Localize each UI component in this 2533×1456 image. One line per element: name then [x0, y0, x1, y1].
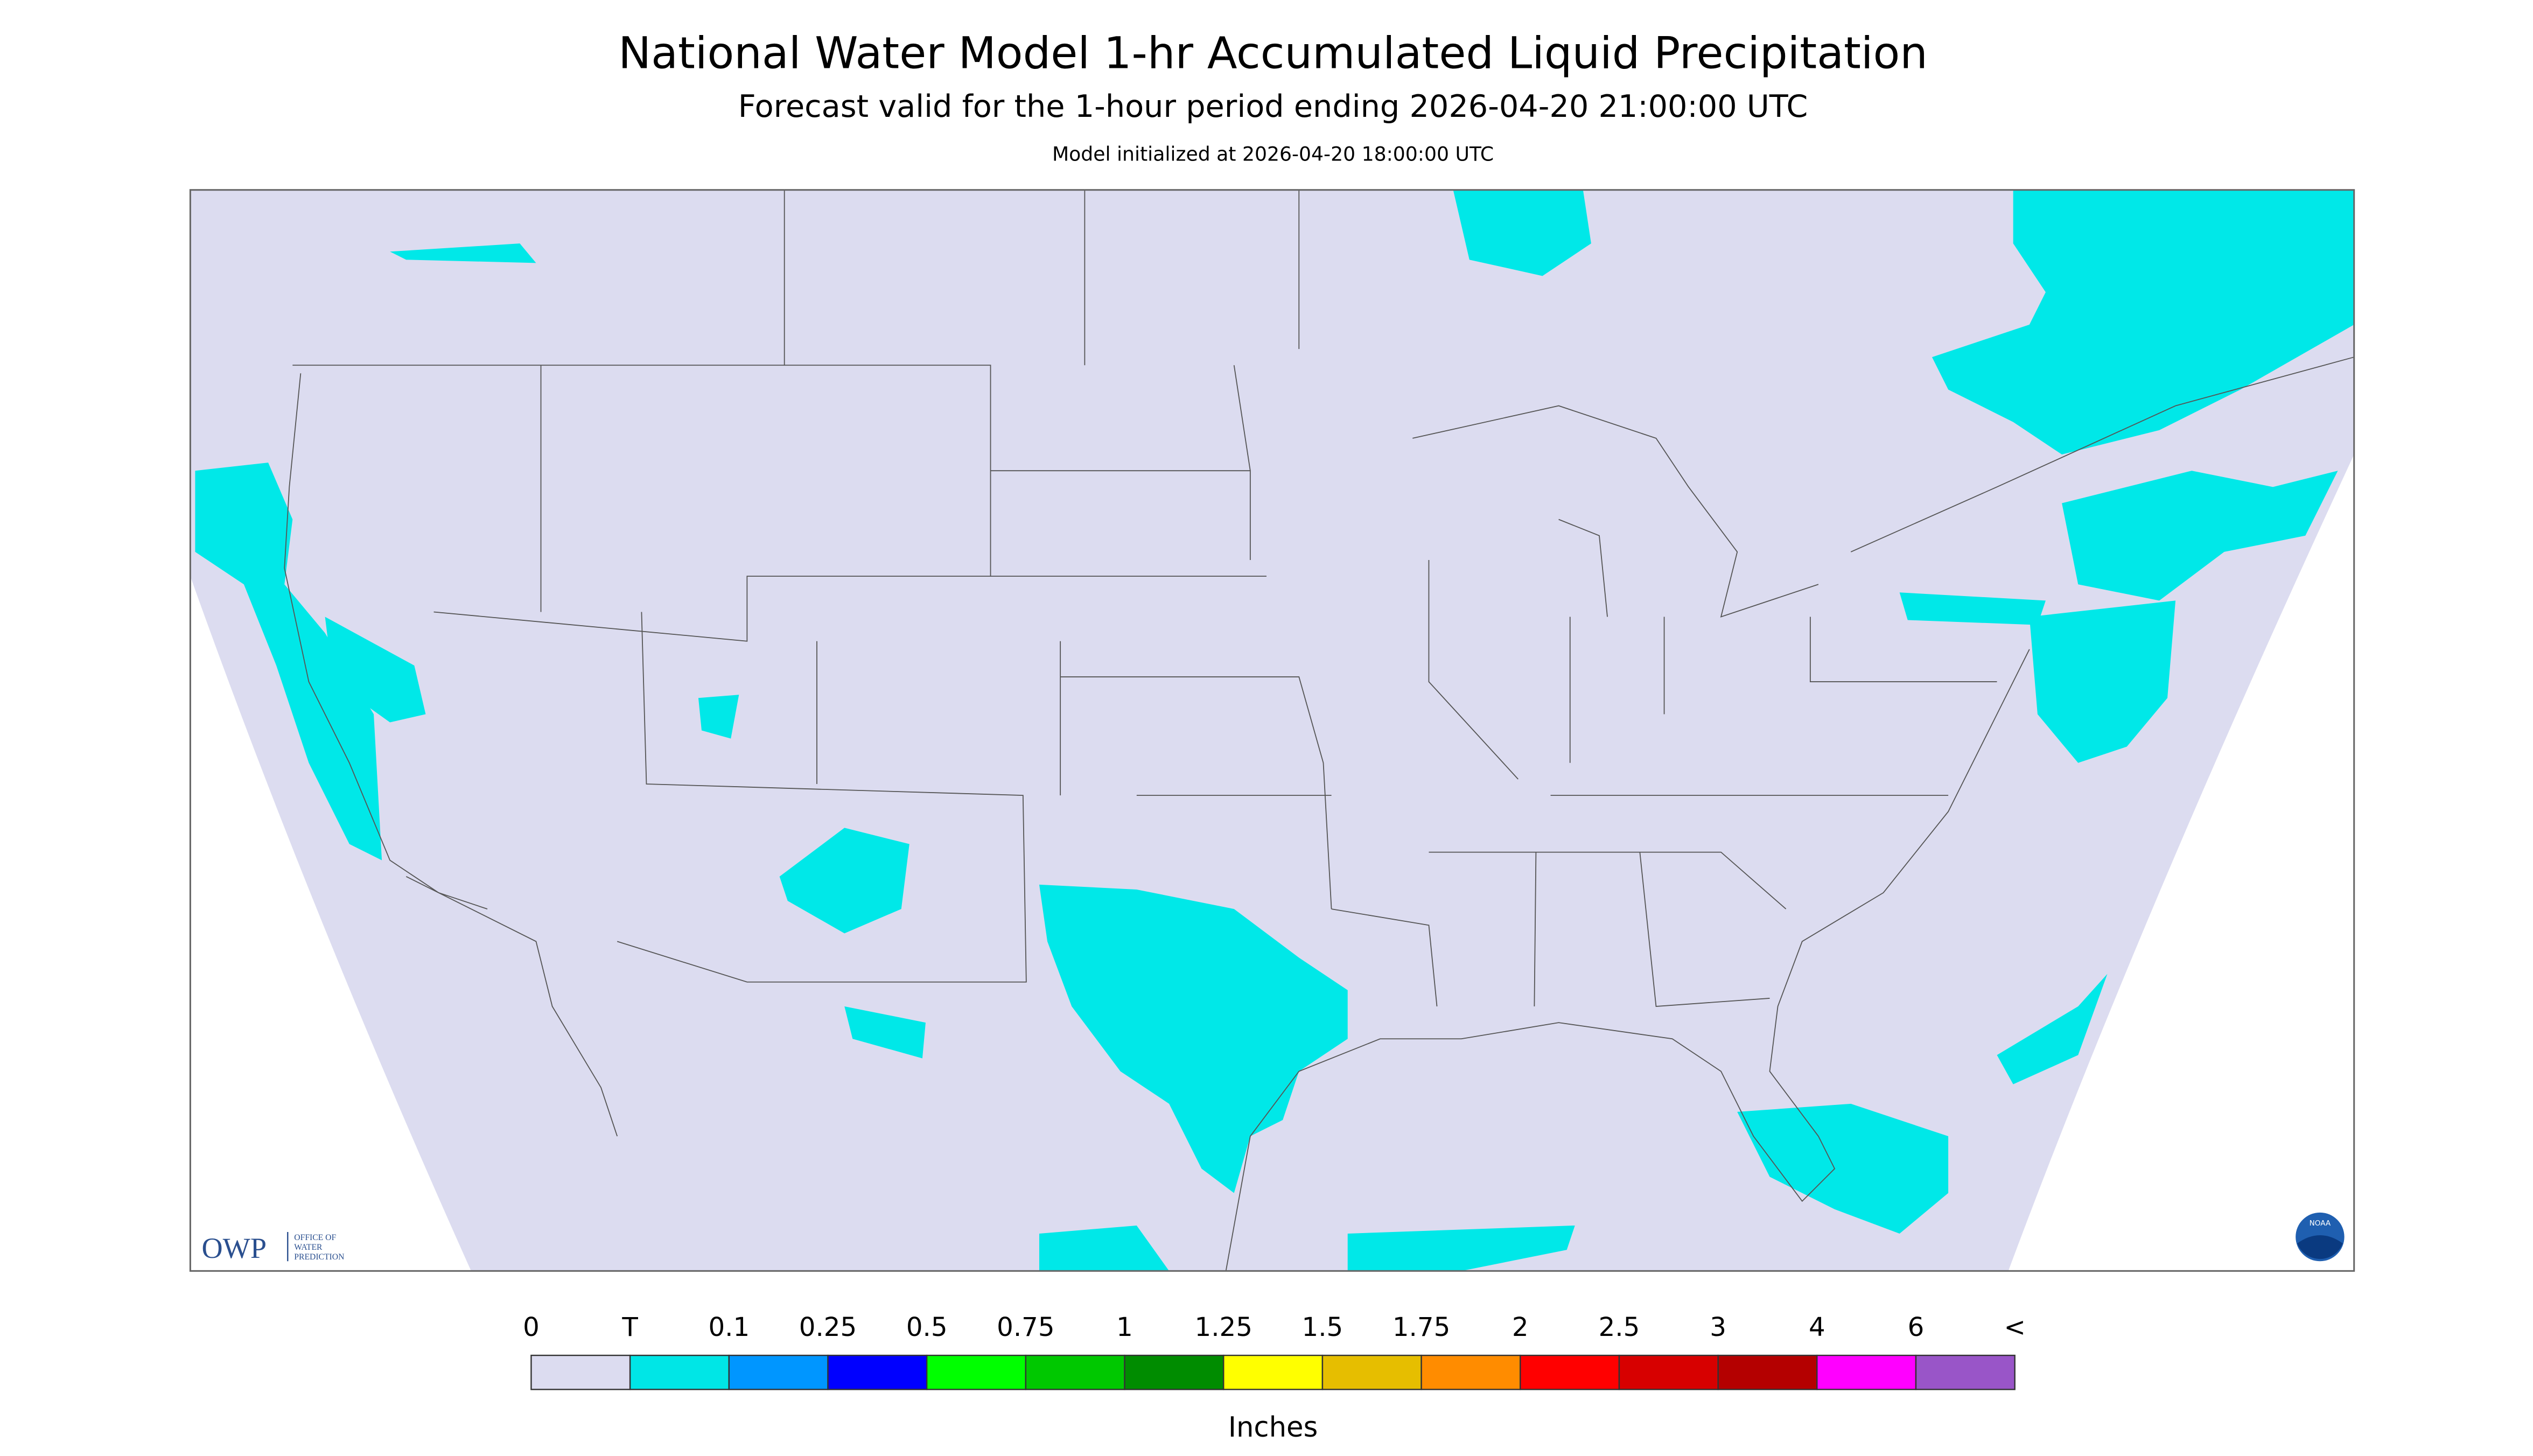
legend-label: 0.5 — [906, 1312, 948, 1342]
precip-areas — [195, 190, 2354, 1271]
logo-lines: OFFICE OF WATER PREDICTION — [294, 1233, 344, 1262]
noaa-text: NOAA — [2310, 1219, 2331, 1228]
legend-swatch — [1717, 1354, 1818, 1390]
legend-label: 0.75 — [997, 1312, 1054, 1342]
legend-swatch — [1915, 1354, 2016, 1390]
legend-swatch — [926, 1354, 1027, 1390]
legend-label: 1 — [1116, 1312, 1133, 1342]
noaa-wave — [2297, 1235, 2343, 1259]
map-frame — [189, 189, 2355, 1272]
legend-label: 6 — [1908, 1312, 1925, 1342]
logo-text: OWP — [201, 1232, 267, 1264]
legend-swatch — [1618, 1354, 1719, 1390]
legend-swatch — [1124, 1354, 1224, 1390]
legend-swatch — [530, 1354, 631, 1390]
domain — [190, 190, 2354, 1271]
legend-unit: Inches — [1228, 1411, 1318, 1444]
legend: 0 T 0.1 0.25 0.5 0.75 1 1.25 1.5 1.75 2 2.5 3 4 6 < — [523, 1312, 2026, 1390]
legend-swatch — [827, 1354, 928, 1390]
title: National Water Model 1-hr Accumulated Li… — [618, 28, 1928, 79]
legend-label: 0.25 — [799, 1312, 857, 1342]
legend-swatch — [1025, 1354, 1125, 1390]
legend-swatch — [629, 1354, 730, 1390]
legend-label: 2 — [1512, 1312, 1529, 1342]
legend-swatch — [1520, 1354, 1620, 1390]
logo-line: PREDICTION — [294, 1252, 344, 1262]
logo-line: WATER — [294, 1243, 323, 1252]
legend-label: 4 — [1809, 1312, 1825, 1342]
legend-swatch — [1321, 1354, 1422, 1390]
legend-label: 0 — [523, 1312, 540, 1342]
subtitle: Forecast valid for the 1-hour period end… — [738, 88, 1808, 124]
legend-swatch — [1223, 1354, 1324, 1390]
legend-label: 1.5 — [1302, 1312, 1344, 1342]
legend-label: 1.25 — [1195, 1312, 1252, 1342]
legend-label: 1.75 — [1393, 1312, 1450, 1342]
legend-label: T — [621, 1312, 638, 1342]
legend-swatch — [1421, 1354, 1521, 1390]
legend-label: 0.1 — [708, 1312, 750, 1342]
logo-line: OFFICE OF — [294, 1233, 336, 1242]
map: OWP OFFICE OF WATER PREDICTION NOAA — [189, 189, 2355, 1272]
legend-label: 2.5 — [1599, 1312, 1640, 1342]
legend-label: 3 — [1710, 1312, 1726, 1342]
init-note: Model initialized at 2026-04-20 18:00:00… — [1052, 142, 1494, 165]
state-borders — [284, 190, 2354, 1271]
legend-swatch — [728, 1354, 829, 1390]
legend-label: < — [2004, 1312, 2025, 1342]
legend-swatch — [1816, 1354, 1917, 1390]
